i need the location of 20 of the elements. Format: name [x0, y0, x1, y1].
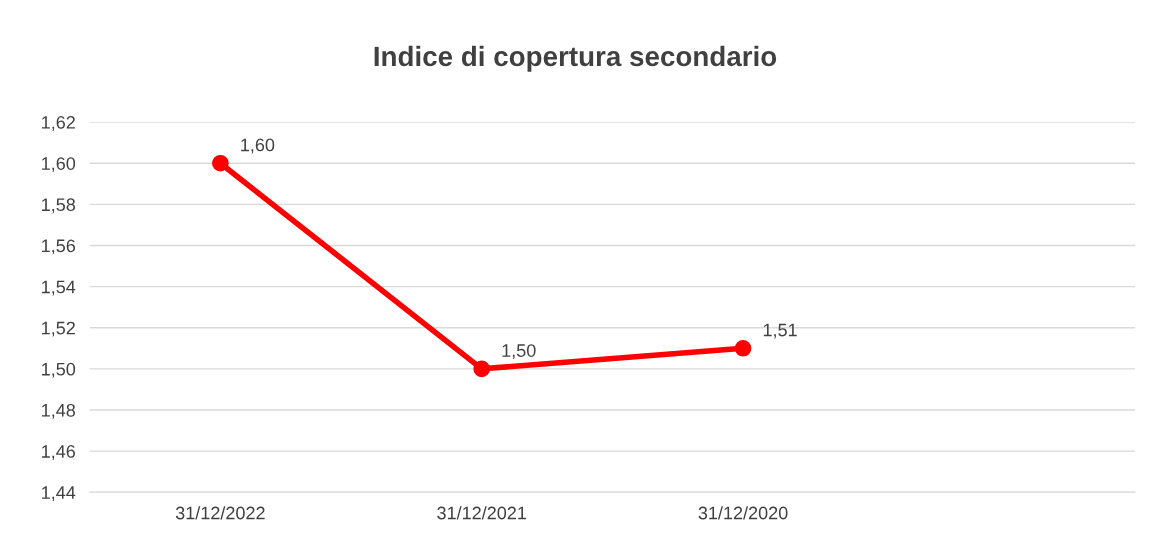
x-tick-label: 31/12/2020 [698, 506, 788, 520]
y-tick-label: 1,62 [42, 116, 75, 131]
point [734, 339, 752, 357]
data-label: 1,51 [763, 323, 797, 339]
y-tick-label: 1,60 [42, 157, 76, 173]
y-tick-label: 1,56 [42, 239, 76, 255]
x-tick-label: 31/12/2021 [437, 506, 527, 520]
y-tick-label: 1,44 [42, 486, 76, 502]
x-tick-label: 31/12/2022 [175, 506, 265, 520]
y-tick-label: 1,48 [42, 403, 76, 419]
y-tick-label: 1,54 [42, 280, 76, 296]
y-tick-label: 1,50 [42, 362, 76, 378]
data-label: 1,60 [241, 138, 275, 154]
point [473, 360, 491, 378]
chart-title: Indice di copertura secondario [374, 45, 777, 72]
point [212, 154, 229, 172]
data-label: 1,50 [502, 344, 536, 360]
y-tick-label: 1,46 [42, 445, 76, 460]
y-tick-label: 1,58 [42, 198, 76, 214]
y-tick-label: 1,52 [42, 321, 75, 337]
